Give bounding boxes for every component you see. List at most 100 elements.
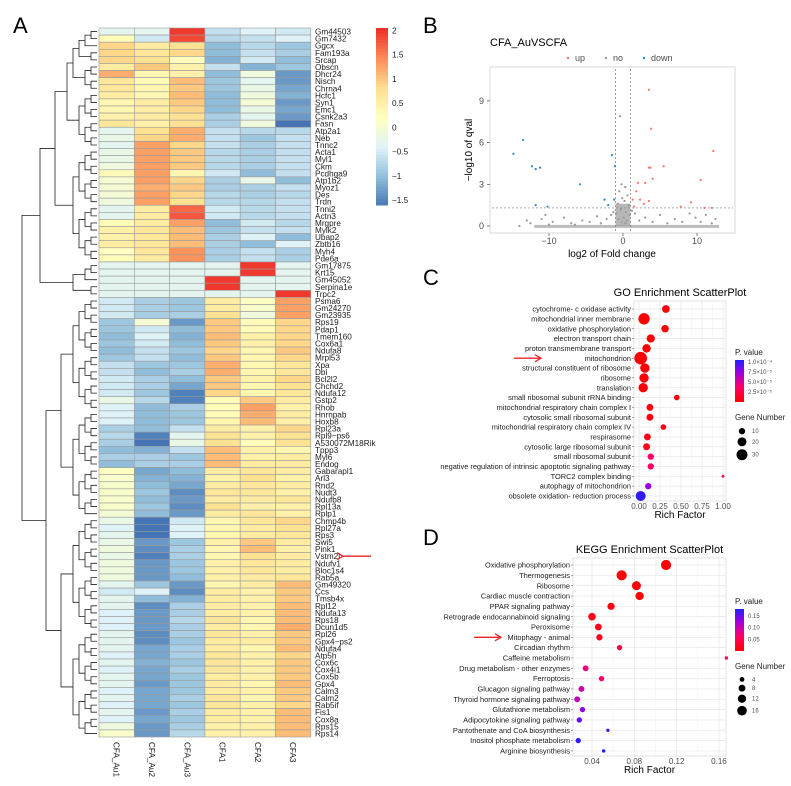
enrichment-point bbox=[640, 363, 650, 373]
heatmap-cell bbox=[134, 446, 170, 454]
heatmap-cell bbox=[204, 658, 241, 667]
point-up bbox=[635, 190, 638, 193]
colorbar-segment bbox=[376, 125, 388, 129]
heatmap-cell bbox=[98, 580, 135, 589]
heatmap-cell bbox=[169, 623, 206, 631]
heatmap-cell bbox=[275, 403, 312, 412]
heatmap-cell bbox=[134, 346, 170, 355]
heatmap-cell bbox=[98, 658, 135, 667]
heatmap-cell bbox=[169, 708, 206, 717]
plot-title: KEGG Enrichment ScatterPlot bbox=[576, 544, 723, 556]
dendrogram-branch bbox=[90, 208, 97, 217]
gene-label: Rplp1 bbox=[315, 510, 337, 519]
heatmap-cell bbox=[134, 212, 170, 220]
heatmap-cell bbox=[275, 268, 312, 277]
heatmap-cell bbox=[275, 516, 312, 525]
enrichment-point bbox=[661, 324, 669, 333]
colorbar-segment bbox=[376, 154, 388, 159]
point-no bbox=[599, 222, 602, 225]
heatmap-cell bbox=[275, 665, 312, 674]
dendrogram-branch bbox=[90, 704, 97, 713]
point-no bbox=[714, 217, 717, 221]
heatmap-cell bbox=[169, 240, 206, 249]
heatmap-cell bbox=[275, 126, 312, 135]
heatmap-cell bbox=[275, 98, 312, 107]
heatmap-cell bbox=[239, 481, 276, 490]
heatmap-cell bbox=[275, 325, 312, 334]
colorbar-segment bbox=[376, 48, 388, 53]
gene-label: Krt15 bbox=[315, 269, 335, 278]
heatmap-cell bbox=[275, 368, 312, 376]
heatmap-cell bbox=[275, 453, 312, 461]
colorbar-tick-label: 2.5×10⁻⁵ bbox=[748, 389, 773, 396]
heatmap-cell bbox=[204, 715, 241, 724]
dendrogram-branch bbox=[78, 644, 85, 674]
dendrogram-branch bbox=[78, 367, 85, 398]
heatmap-cell bbox=[239, 580, 276, 589]
gene-label: Nisch bbox=[315, 77, 336, 86]
dendrogram-branch bbox=[84, 332, 91, 348]
enrichment-point bbox=[574, 696, 581, 703]
heatmap-cell bbox=[134, 424, 170, 433]
term-label: cytochrome- c oxidase activity bbox=[532, 305, 631, 314]
heatmap-cell bbox=[134, 226, 170, 234]
colorbar-segment bbox=[376, 92, 388, 97]
colorbar-segment bbox=[376, 30, 388, 35]
point-down bbox=[512, 152, 515, 155]
enrichment-point bbox=[634, 351, 648, 365]
heatmap-cell bbox=[169, 531, 206, 539]
heatmap-cell bbox=[239, 523, 276, 532]
point-no bbox=[619, 208, 622, 211]
heatmap-cell bbox=[204, 70, 241, 78]
heatmap-cell bbox=[239, 587, 276, 596]
dendrogram-branch bbox=[90, 343, 97, 351]
colorbar-segment bbox=[376, 163, 388, 168]
point-no bbox=[573, 223, 577, 226]
heatmap-cell bbox=[134, 84, 170, 93]
heatmap-cell bbox=[204, 119, 241, 128]
heatmap-cell bbox=[134, 360, 170, 369]
enrichment-point bbox=[643, 443, 651, 451]
heatmap-cell bbox=[98, 616, 135, 624]
heatmap-cell bbox=[169, 488, 206, 497]
dendrogram-branch bbox=[90, 520, 97, 529]
heatmap-cell bbox=[98, 311, 135, 319]
heatmap-cell bbox=[134, 722, 170, 731]
heatmap-cell bbox=[169, 183, 206, 192]
point-no bbox=[620, 183, 623, 186]
term-label: mitochondrial respiratory chain complex … bbox=[497, 403, 631, 412]
point-no bbox=[616, 202, 619, 205]
term-label: obsolete oxidation- reduction process bbox=[509, 492, 632, 501]
dendrogram-branch bbox=[90, 591, 97, 600]
dendrogram-branch bbox=[90, 534, 97, 543]
heatmap-cell bbox=[169, 297, 206, 305]
heatmap-cell bbox=[239, 722, 276, 731]
gene-label: Chmp4b bbox=[315, 517, 346, 526]
dendrogram-branch bbox=[78, 701, 85, 729]
heatmap-cell bbox=[169, 609, 206, 617]
colorbar-segment bbox=[376, 63, 388, 67]
heatmap-cell bbox=[204, 672, 241, 681]
gene-label: Rpl12 bbox=[315, 602, 337, 611]
heatmap-cell bbox=[204, 48, 241, 57]
heatmap-cell bbox=[275, 616, 312, 624]
heatmap-cell bbox=[204, 275, 241, 284]
enrichment-point bbox=[616, 570, 627, 581]
enrichment-point bbox=[638, 383, 648, 393]
heatmap-cell bbox=[239, 275, 276, 284]
gene-label: Gm49320 bbox=[315, 581, 351, 590]
enrichment-point bbox=[579, 706, 586, 713]
heatmap-cell bbox=[134, 665, 170, 674]
gene-label: Hoxb8 bbox=[315, 417, 339, 426]
point-no bbox=[688, 212, 691, 215]
heatmap-panel: Gm44503Gm7432GgcxFam193aSrcapObscnDhcr24… bbox=[21, 26, 409, 777]
heatmap-cell bbox=[204, 467, 241, 475]
heatmap-cell bbox=[239, 616, 276, 624]
gene-label: Ndufa8 bbox=[315, 347, 342, 356]
colorbar-segment bbox=[376, 104, 388, 109]
heatmap-cell bbox=[239, 389, 276, 397]
heatmap-cell bbox=[134, 715, 170, 724]
heatmap-cell bbox=[275, 353, 312, 362]
gene-label: Rps3 bbox=[315, 531, 335, 540]
heatmap-cell bbox=[239, 360, 276, 369]
